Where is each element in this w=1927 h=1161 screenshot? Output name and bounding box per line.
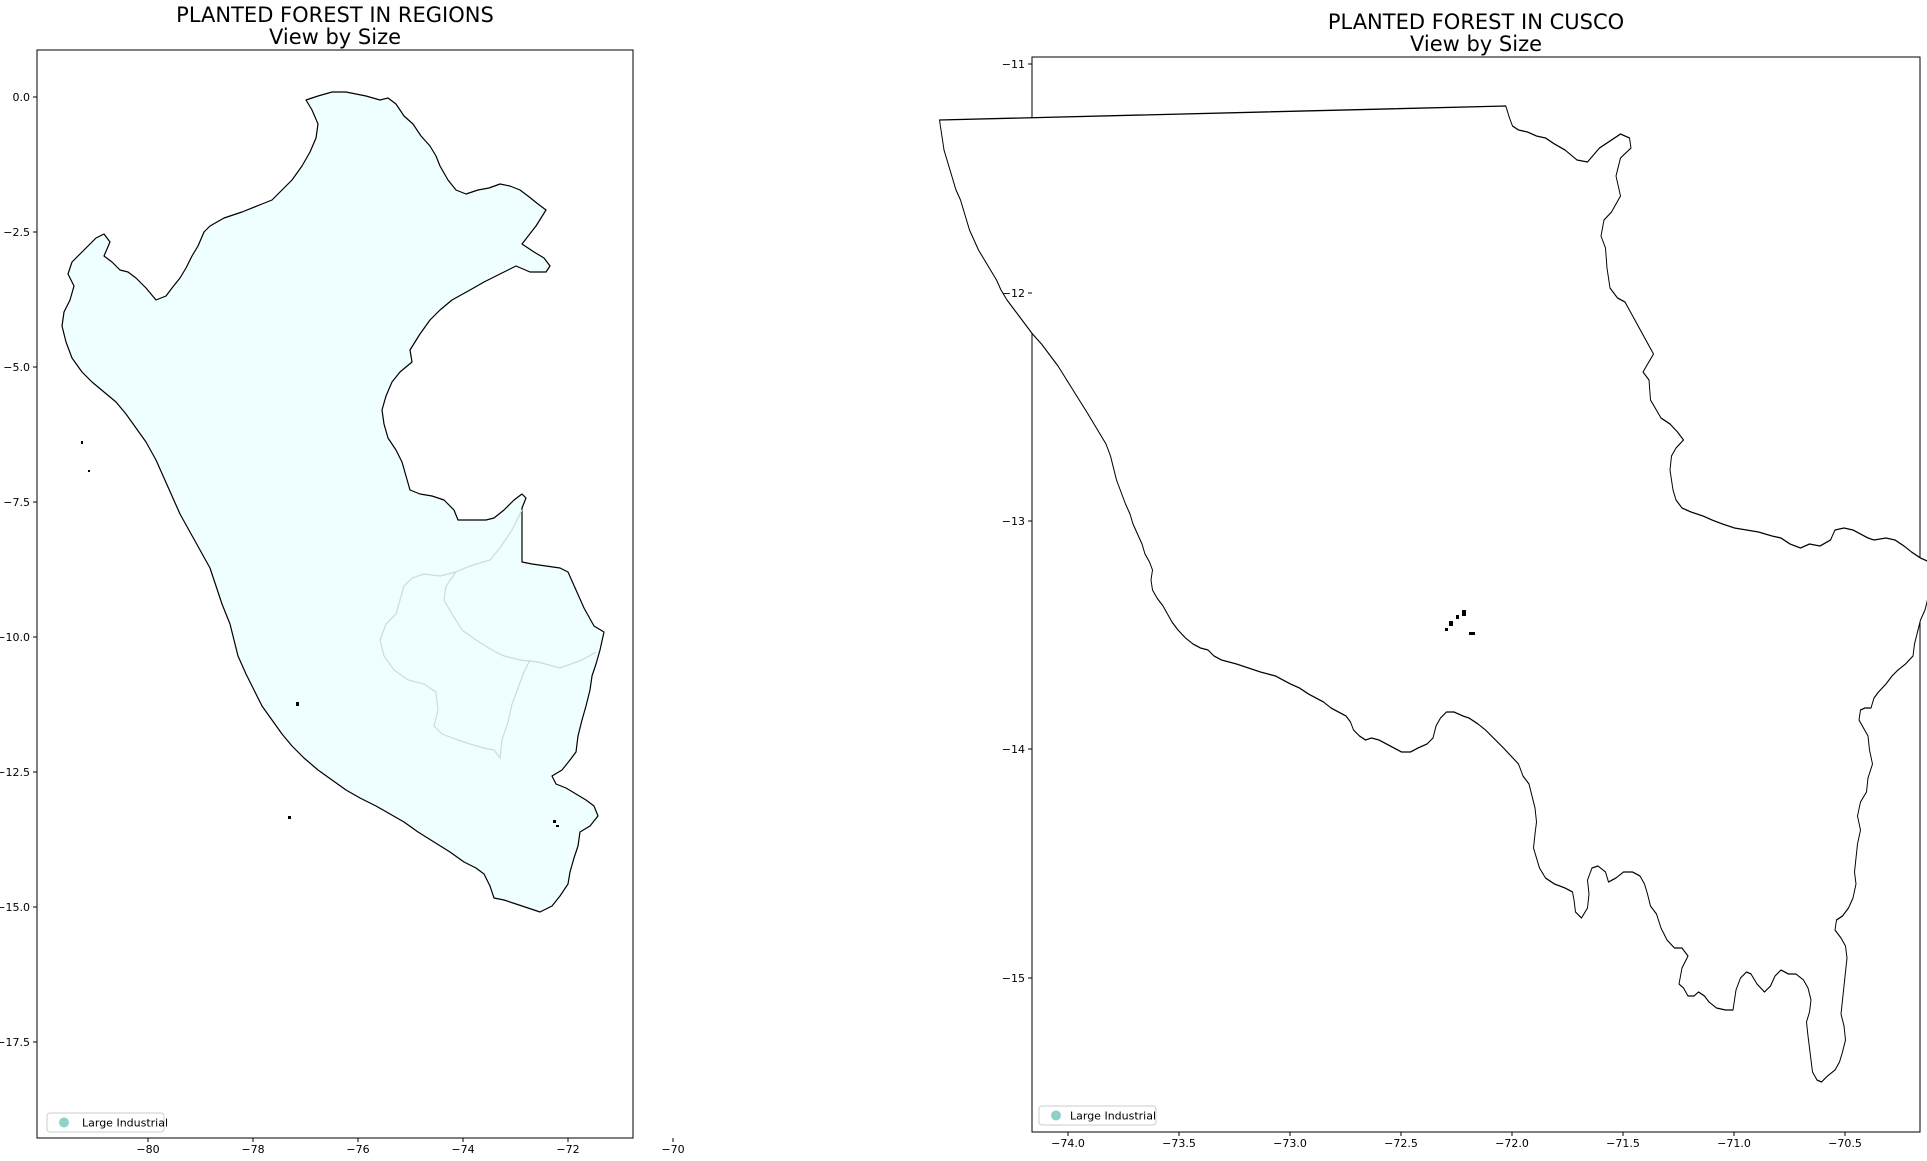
y-tick-label: −17.5 — [0, 1036, 30, 1049]
legend: Large Industrial — [1038, 1105, 1157, 1126]
y-axis: −11 −12 −13 −14 −15 — [1002, 58, 1032, 985]
x-tick-label: −70.5 — [1828, 1137, 1862, 1150]
x-tick-label: −74.0 — [1051, 1137, 1085, 1150]
x-tick-label: −73.5 — [1162, 1137, 1196, 1150]
peru-outline — [61, 91, 605, 913]
y-tick-label: −7.5 — [3, 496, 30, 509]
x-tick-label: −72 — [556, 1143, 579, 1156]
x-tick-label: −72.5 — [1384, 1137, 1418, 1150]
legend-marker-icon — [1051, 1110, 1061, 1121]
x-tick-label: −71.0 — [1717, 1137, 1751, 1150]
map-title: PLANTED FOREST IN CUSCO View by Size — [1032, 11, 1920, 55]
legend-box — [46, 1112, 165, 1133]
map-title-line: PLANTED FOREST IN REGIONS — [176, 3, 494, 27]
y-tick-label: −13 — [1002, 515, 1025, 528]
x-tick-label: −71.5 — [1606, 1137, 1640, 1150]
map-subtitle-line: View by Size — [268, 25, 402, 49]
legend-marker-icon — [59, 1117, 69, 1128]
map-regions: 0.0 −2.5 −5.0 −7.5 −10.0 −12.5 −15.0 −17… — [0, 49, 685, 1156]
legend-label: Large Industrial — [82, 1117, 168, 1130]
planted-forest-markers — [553, 820, 559, 827]
y-tick-label: −15.0 — [0, 901, 30, 914]
y-axis: 0.0 −2.5 −5.0 −7.5 −10.0 −12.5 −15.0 −17… — [0, 91, 37, 1049]
x-tick-label: −78 — [241, 1143, 264, 1156]
map-title-line: PLANTED FOREST IN CUSCO — [1327, 10, 1625, 34]
x-tick-label: −80 — [136, 1143, 159, 1156]
y-tick-label: −2.5 — [3, 226, 30, 239]
map-title: PLANTED FOREST IN REGIONS View by Size — [37, 4, 633, 48]
y-tick-label: −5.0 — [3, 361, 30, 374]
y-tick-label: −10.0 — [0, 631, 30, 644]
x-axis: −80 −78 −76 −74 −72 −70 — [136, 1138, 685, 1156]
cusco-outline — [939, 105, 1927, 1083]
x-axis: −74.0 −73.5 −73.0 −72.5 −72.0 −71.5 −71.… — [1051, 1132, 1862, 1150]
map-subtitle-line: View by Size — [1409, 32, 1543, 56]
y-tick-label: −12.5 — [0, 766, 30, 779]
y-tick-label: 0.0 — [13, 91, 31, 104]
legend-label: Large Industrial — [1070, 1110, 1156, 1123]
legend-box — [1038, 1105, 1157, 1126]
x-tick-label: −72.0 — [1495, 1137, 1529, 1150]
coastal-islands — [81, 441, 299, 819]
x-tick-label: −76 — [346, 1143, 369, 1156]
legend: Large Industrial — [46, 1112, 168, 1133]
x-tick-label: −70 — [661, 1143, 684, 1156]
x-tick-label: −74 — [451, 1143, 474, 1156]
y-tick-label: −12 — [1002, 287, 1025, 300]
x-tick-label: −73.0 — [1273, 1137, 1307, 1150]
plot-frame — [36, 49, 634, 1139]
y-tick-label: −14 — [1002, 743, 1025, 756]
planted-forest-markers — [1445, 610, 1475, 635]
interior-region-borders — [379, 509, 597, 760]
y-tick-label: −11 — [1002, 58, 1025, 71]
y-tick-label: −15 — [1002, 972, 1025, 985]
